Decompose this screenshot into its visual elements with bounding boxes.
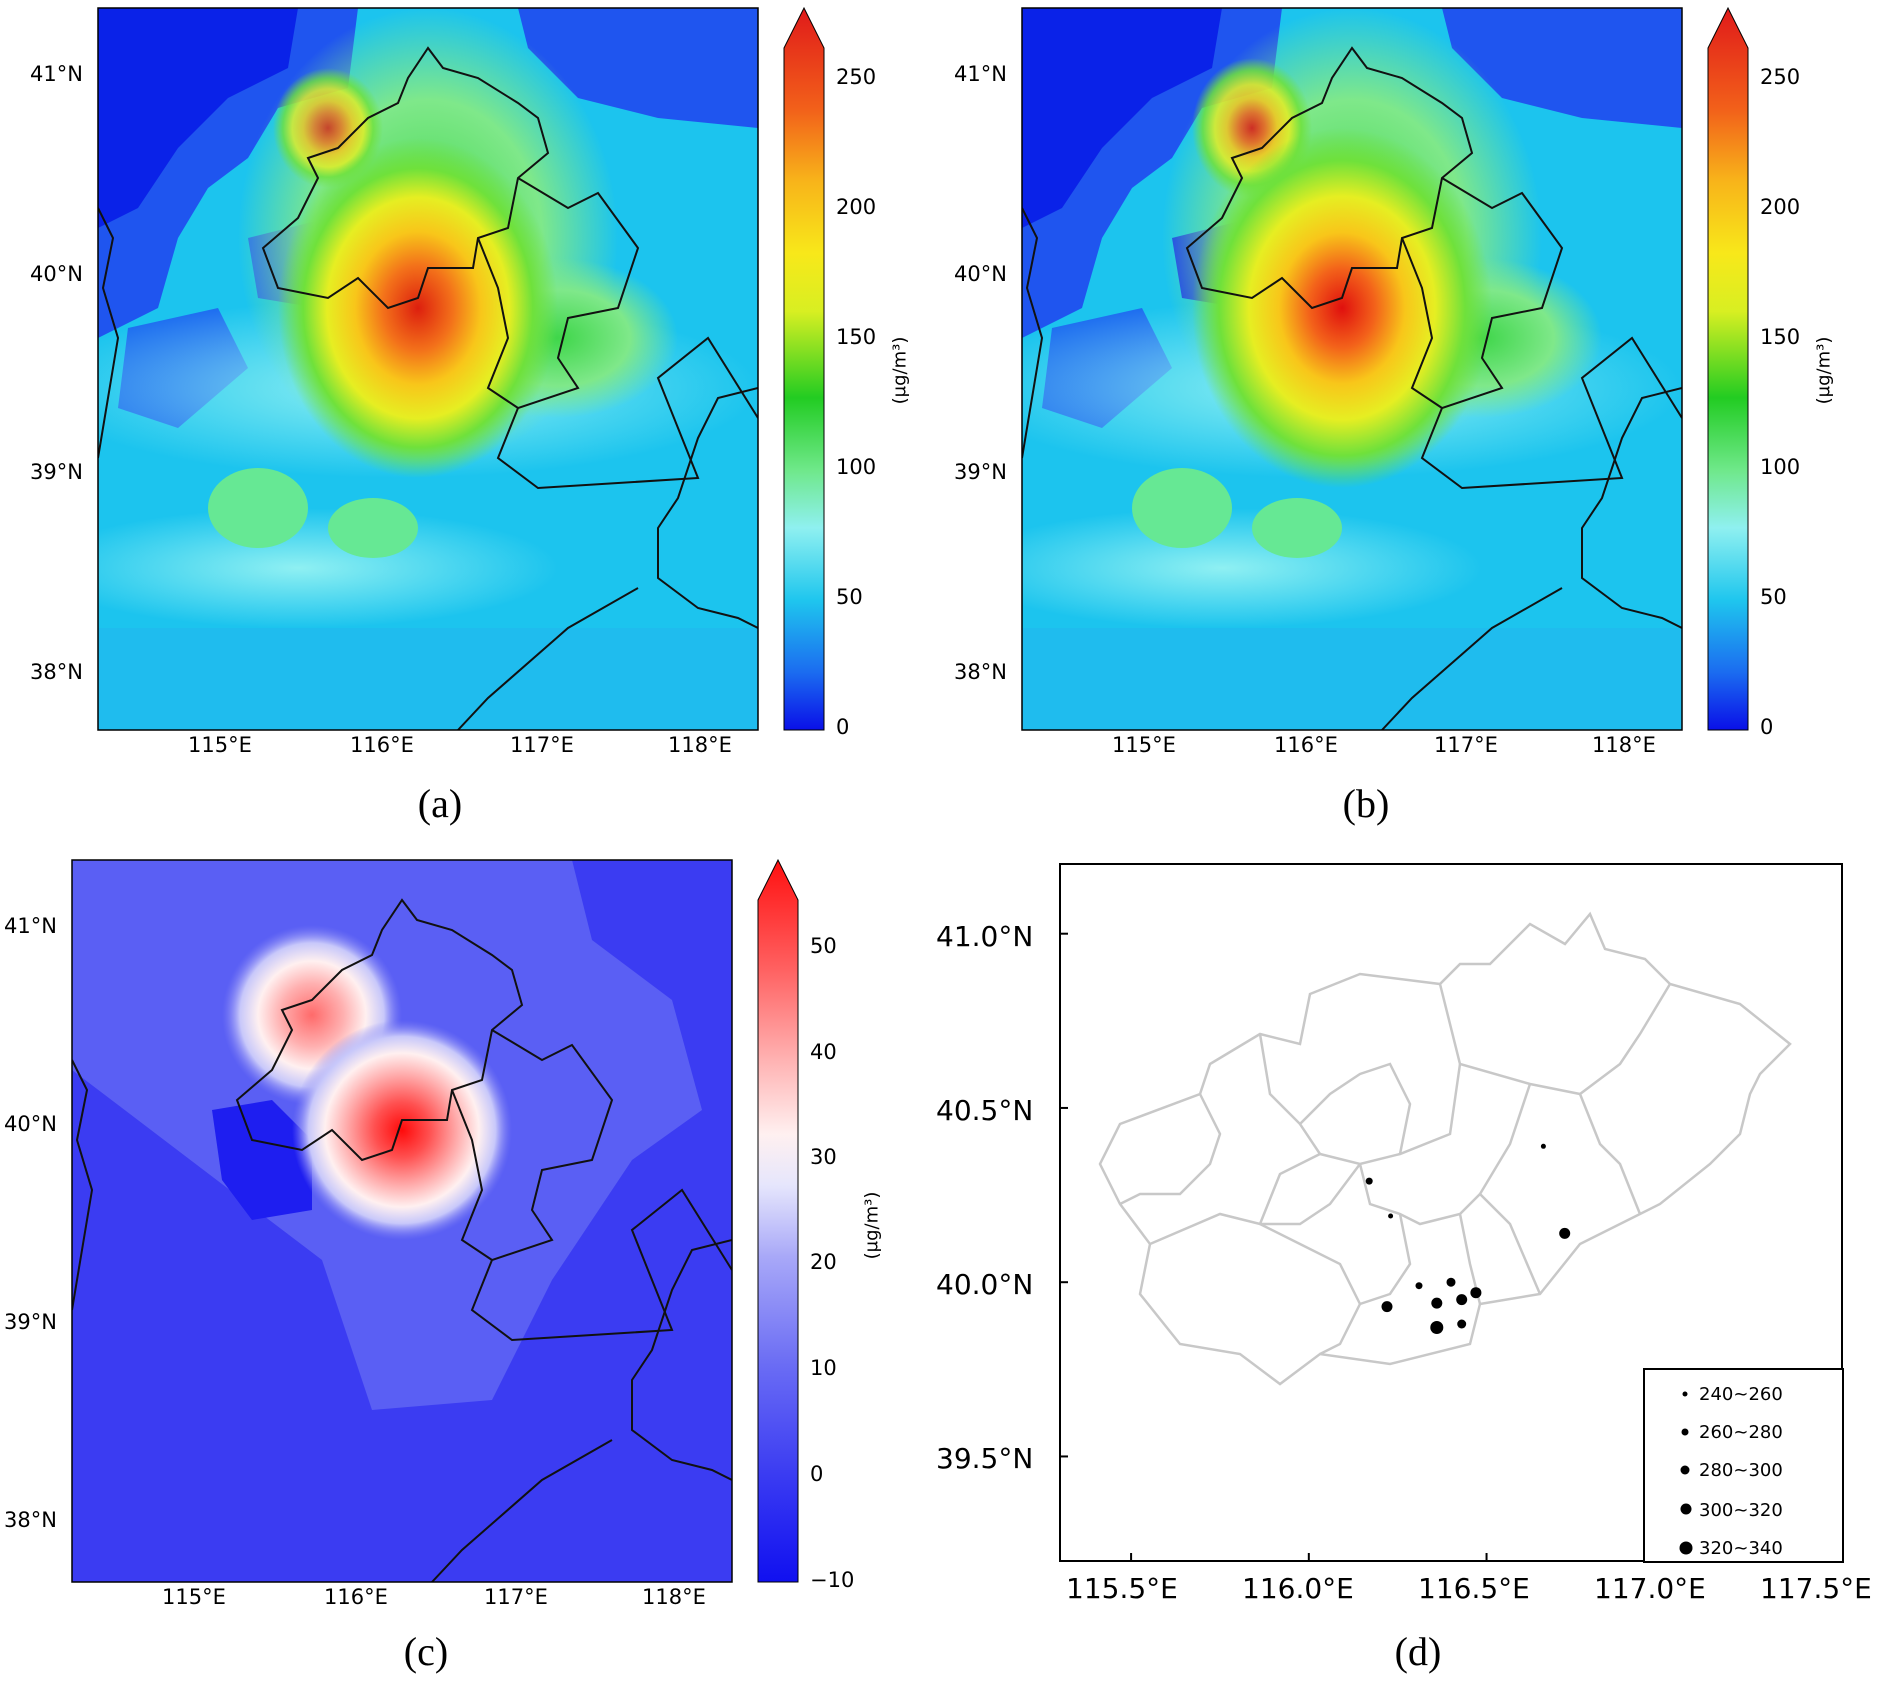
lon-label: 117°E [510,733,574,757]
colorbar-tick: 50 [836,585,863,609]
lon-label: 115°E [1112,733,1176,757]
lon-label: 116.0°E [1242,1572,1354,1605]
map-c [71,859,733,1583]
station-marker [1365,1177,1373,1185]
map-d [1059,863,1843,1562]
caption-a: (a) [417,781,463,826]
lon-label: 116°E [350,733,414,757]
legend-label: 260~280 [1699,1422,1783,1443]
lat-label: 40°N [30,262,83,286]
colorbar-tick: 50 [810,934,837,958]
colorbar-tick: 30 [810,1145,837,1169]
lat-label: 40°N [954,262,1007,286]
legend-label: 300~320 [1699,1500,1783,1521]
lat-label: 41°N [954,62,1007,86]
colorbar-unit: (μg/m³) [861,1191,883,1260]
station-marker [1457,1319,1467,1329]
colorbar-a [783,6,825,731]
colorbar-tick: 200 [836,195,877,219]
lat-label: 41°N [30,62,83,86]
lat-label: 41.0°N [936,920,1034,953]
station-marker [1540,1143,1546,1149]
lon-label: 116.5°E [1418,1572,1530,1605]
lon-label: 118°E [1592,733,1656,757]
colorbar-tick: 150 [1760,325,1801,349]
caption-d: (d) [1394,1629,1442,1674]
lat-label: 38°N [954,660,1007,684]
lon-label: 115.5°E [1066,1572,1178,1605]
station-marker [1446,1277,1456,1287]
station-marker [1381,1301,1393,1313]
station-marker [1415,1282,1423,1290]
colorbar-tick: 250 [1760,65,1801,89]
station-marker [1470,1287,1482,1299]
legend-marker [1680,1465,1690,1475]
colorbar-tick: 0 [1760,715,1774,739]
lon-label: 117°E [484,1585,548,1609]
colorbar-tick: 100 [1760,455,1801,479]
legend-marker [1680,1503,1692,1515]
lon-label: 117°E [1434,733,1498,757]
legend-marker [1681,1428,1689,1436]
station-marker [1456,1294,1468,1306]
colorbar-tick: −10 [810,1568,855,1592]
colorbar-tick: 250 [836,65,877,89]
legend-label: 280~300 [1699,1460,1783,1481]
lon-label: 118°E [642,1585,706,1609]
district-boundaries [1098,911,1792,1386]
station-marker [1559,1227,1571,1239]
lat-label: 41°N [4,914,57,938]
lat-label: 39.5°N [936,1442,1034,1475]
colorbar-unit: (μg/m³) [889,336,911,405]
legend-marker [1682,1391,1688,1397]
map-b [1021,7,1683,731]
lat-label: 38°N [30,660,83,684]
colorbar-tick: 10 [810,1356,837,1380]
colorbar-tick: 50 [1760,585,1787,609]
legend-label: 240~260 [1699,1384,1783,1405]
colorbar-tick: 40 [810,1040,837,1064]
station-marker [1430,1321,1444,1334]
lon-label: 117.0°E [1594,1572,1706,1605]
map-a [97,7,759,731]
caption-c: (c) [403,1629,449,1674]
colorbar-tick: 0 [836,715,850,739]
lon-label: 115°E [162,1585,226,1609]
lat-label: 38°N [4,1508,57,1532]
lon-label: 117.5°E [1760,1572,1872,1605]
legend-marker [1679,1541,1693,1555]
size-legend: 240~260 260~280 280~300 300~320 320~340 [1643,1368,1844,1563]
caption-b: (b) [1342,781,1390,826]
colorbar-tick: 20 [810,1250,837,1274]
lat-label: 40.0°N [936,1268,1034,1301]
lat-label: 39°N [954,460,1007,484]
lat-label: 40°N [4,1112,57,1136]
lon-label: 116°E [1274,733,1338,757]
colorbar-c [757,858,799,1583]
lat-label: 39°N [4,1310,57,1334]
lat-label: 39°N [30,460,83,484]
station-marker [1431,1297,1443,1309]
lon-label: 115°E [188,733,252,757]
colorbar-unit: (μg/m³) [1813,336,1835,405]
colorbar-tick: 0 [810,1462,824,1486]
legend-label: 320~340 [1699,1538,1783,1559]
lon-label: 118°E [668,733,732,757]
lat-label: 40.5°N [936,1094,1034,1127]
colorbar-tick: 200 [1760,195,1801,219]
colorbar-tick: 150 [836,325,877,349]
colorbar-tick: 100 [836,455,877,479]
station-marker [1388,1213,1394,1219]
colorbar-b [1707,6,1749,731]
lon-label: 116°E [324,1585,388,1609]
